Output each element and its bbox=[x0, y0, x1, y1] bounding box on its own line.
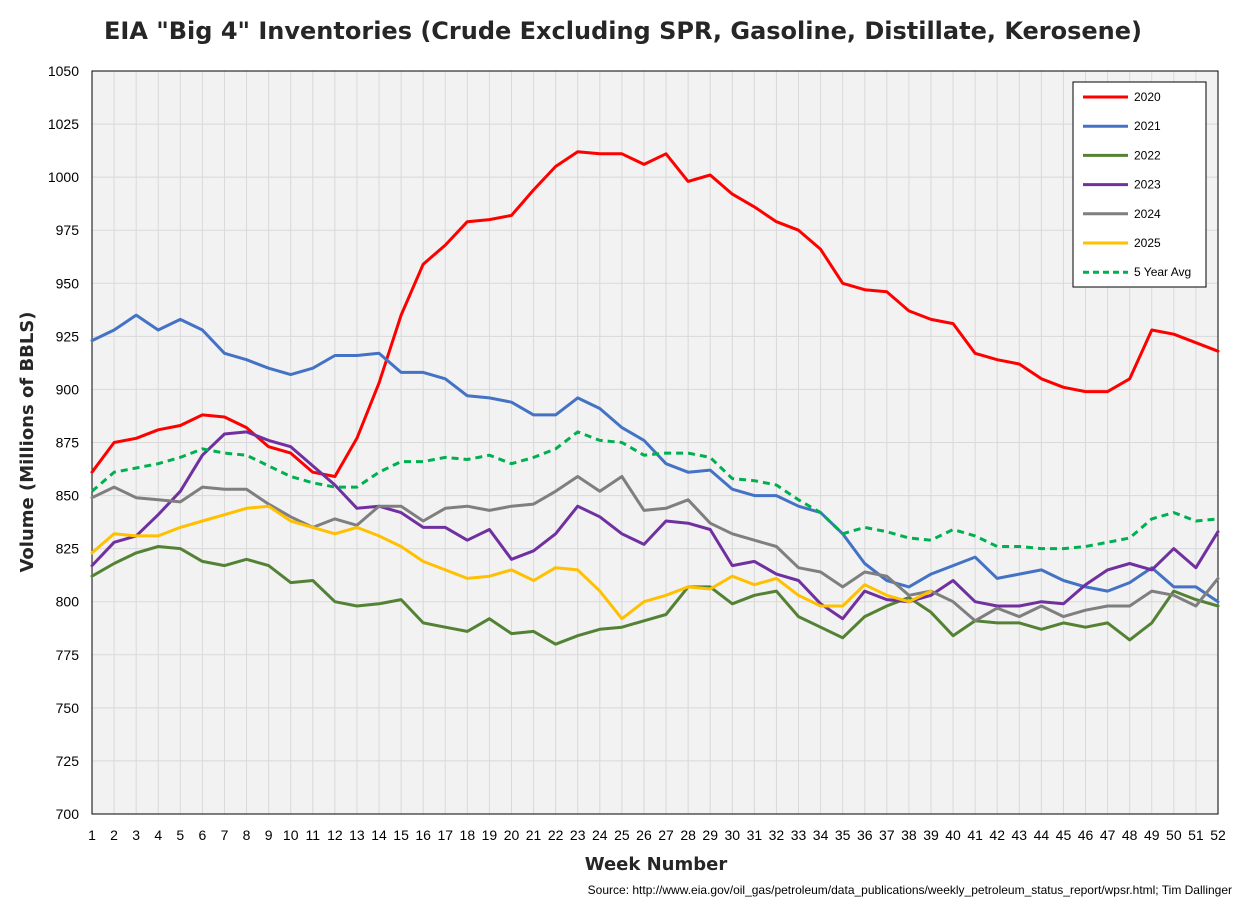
x-tick-label: 2 bbox=[110, 827, 118, 843]
x-tick-label: 8 bbox=[243, 827, 251, 843]
y-tick-label: 850 bbox=[56, 488, 80, 504]
horizontal-gridlines bbox=[92, 123, 1218, 762]
x-tick-label: 9 bbox=[265, 827, 273, 843]
x-tick-label: 23 bbox=[570, 827, 586, 843]
x-axis-title: Week Number bbox=[585, 854, 728, 875]
x-tick-label: 21 bbox=[526, 827, 542, 843]
x-tick-label: 37 bbox=[879, 827, 895, 843]
x-tick-label: 18 bbox=[460, 827, 476, 843]
legend-label-2020: 2020 bbox=[1134, 90, 1161, 104]
x-tick-label: 48 bbox=[1122, 827, 1138, 843]
x-tick-label: 30 bbox=[724, 827, 740, 843]
x-tick-label: 25 bbox=[614, 827, 630, 843]
x-tick-label: 24 bbox=[592, 827, 608, 843]
y-tick-label: 1050 bbox=[48, 63, 79, 79]
x-tick-label: 1 bbox=[88, 827, 96, 843]
x-tick-label: 38 bbox=[901, 827, 917, 843]
x-tick-label: 20 bbox=[504, 827, 520, 843]
x-tick-label: 13 bbox=[349, 827, 365, 843]
x-tick-label: 52 bbox=[1210, 827, 1226, 843]
legend-label-2025: 2025 bbox=[1134, 236, 1161, 250]
x-tick-label: 10 bbox=[283, 827, 299, 843]
y-tick-label: 975 bbox=[56, 222, 80, 238]
plot-border bbox=[91, 70, 1219, 815]
series-line-2023 bbox=[90, 430, 1220, 621]
x-tick-label: 19 bbox=[482, 827, 498, 843]
x-tick-label: 41 bbox=[967, 827, 983, 843]
x-tick-label: 16 bbox=[415, 827, 431, 843]
series-lines bbox=[90, 150, 1220, 646]
y-tick-label: 1025 bbox=[48, 116, 79, 132]
x-tick-label: 50 bbox=[1166, 827, 1182, 843]
x-tick-label: 12 bbox=[327, 827, 343, 843]
chart-title: EIA "Big 4" Inventories (Crude Excluding… bbox=[104, 17, 1142, 45]
x-tick-label: 14 bbox=[371, 827, 387, 843]
x-tick-label: 43 bbox=[1012, 827, 1028, 843]
x-tick-label: 34 bbox=[813, 827, 829, 843]
x-tick-label: 22 bbox=[548, 827, 564, 843]
x-tick-label: 42 bbox=[989, 827, 1005, 843]
source-note: Source: http://www.eia.gov/oil_gas/petro… bbox=[588, 883, 1232, 897]
x-tick-label: 39 bbox=[923, 827, 939, 843]
x-axis-tick-labels: 1 2 3 4 5 6 7 8 9 10 11 12 13 14 15 16 17 18 19 20 21 22 23 24 2… bbox=[88, 827, 1226, 843]
x-tick-label: 28 bbox=[680, 827, 696, 843]
x-tick-label: 15 bbox=[393, 827, 409, 843]
legend-label-5-year-avg: 5 Year Avg bbox=[1134, 265, 1191, 279]
y-tick-label: 900 bbox=[56, 381, 80, 397]
y-tick-label: 1000 bbox=[48, 169, 79, 185]
y-tick-label: 700 bbox=[56, 806, 80, 822]
series-line-2021 bbox=[90, 313, 1220, 604]
y-tick-label: 825 bbox=[56, 541, 80, 557]
x-tick-label: 3 bbox=[132, 827, 140, 843]
x-tick-label: 36 bbox=[857, 827, 873, 843]
legend: 2020 2021 2022 2023 2024 2025 5 Year Avg bbox=[1072, 81, 1207, 288]
x-tick-label: 45 bbox=[1056, 827, 1072, 843]
series-line-2024 bbox=[90, 475, 1220, 623]
y-axis-tick-labels: 700 725 750 775 800 825 850 875 900 925 950 975 1000… bbox=[48, 63, 79, 822]
x-tick-label: 51 bbox=[1188, 827, 1204, 843]
y-tick-label: 875 bbox=[56, 435, 80, 451]
y-tick-label: 725 bbox=[56, 753, 80, 769]
x-tick-label: 47 bbox=[1100, 827, 1116, 843]
x-tick-label: 31 bbox=[747, 827, 763, 843]
x-tick-label: 49 bbox=[1144, 827, 1160, 843]
x-tick-label: 35 bbox=[835, 827, 851, 843]
legend-label-2023: 2023 bbox=[1134, 178, 1161, 192]
y-tick-label: 775 bbox=[56, 647, 80, 663]
series-line-2025 bbox=[90, 504, 933, 621]
x-tick-label: 11 bbox=[306, 827, 321, 843]
legend-label-2024: 2024 bbox=[1134, 207, 1161, 221]
x-tick-label: 4 bbox=[154, 827, 162, 843]
x-tick-label: 6 bbox=[198, 827, 206, 843]
y-tick-label: 750 bbox=[56, 700, 80, 716]
y-tick-label: 925 bbox=[56, 328, 80, 344]
series-line-2022 bbox=[90, 545, 1220, 646]
x-tick-label: 29 bbox=[702, 827, 718, 843]
x-tick-label: 17 bbox=[437, 827, 453, 843]
series-line-5-year-avg bbox=[91, 430, 1219, 551]
x-tick-label: 46 bbox=[1078, 827, 1094, 843]
x-tick-label: 7 bbox=[221, 827, 229, 843]
x-tick-label: 33 bbox=[791, 827, 807, 843]
x-tick-label: 26 bbox=[636, 827, 652, 843]
x-tick-label: 5 bbox=[176, 827, 184, 843]
y-tick-label: 800 bbox=[56, 594, 80, 610]
x-tick-label: 27 bbox=[658, 827, 674, 843]
x-tick-label: 32 bbox=[769, 827, 785, 843]
x-tick-label: 44 bbox=[1034, 827, 1050, 843]
x-tick-label: 40 bbox=[945, 827, 961, 843]
series-line-2020 bbox=[90, 150, 1220, 478]
y-tick-label: 950 bbox=[56, 275, 80, 291]
legend-label-2022: 2022 bbox=[1134, 148, 1161, 162]
y-axis-title: Volume (Millions of BBLS) bbox=[17, 311, 38, 572]
legend-label-2021: 2021 bbox=[1134, 119, 1161, 133]
